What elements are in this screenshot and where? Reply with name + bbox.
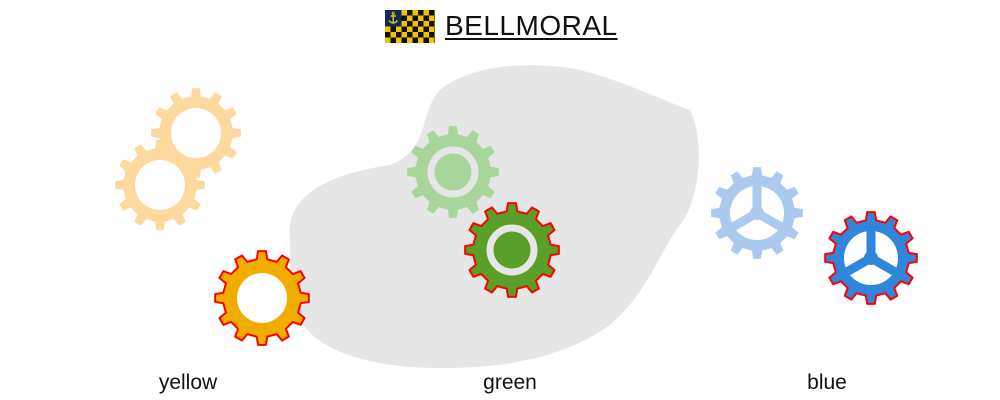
- green-gear-main-ring: [486, 224, 538, 276]
- blue-gear-main-spokes: [844, 230, 898, 276]
- page-title: BELLMORAL: [445, 10, 618, 41]
- blue-gear-light-spokes: [730, 185, 784, 231]
- anchor-flag-icon: [385, 9, 435, 43]
- header: BELLMORAL: [385, 9, 618, 43]
- group-label-yellow: yellow: [158, 371, 218, 394]
- group-label-blue: blue: [807, 371, 847, 394]
- green-gear-main: [464, 202, 560, 298]
- yellow-gear-hole: [237, 273, 287, 323]
- group-label-green: green: [483, 371, 537, 394]
- yellow-gear-light-bottom: [115, 140, 205, 230]
- green-gear-light-ring: [427, 146, 479, 198]
- green-gear-light: [407, 126, 499, 218]
